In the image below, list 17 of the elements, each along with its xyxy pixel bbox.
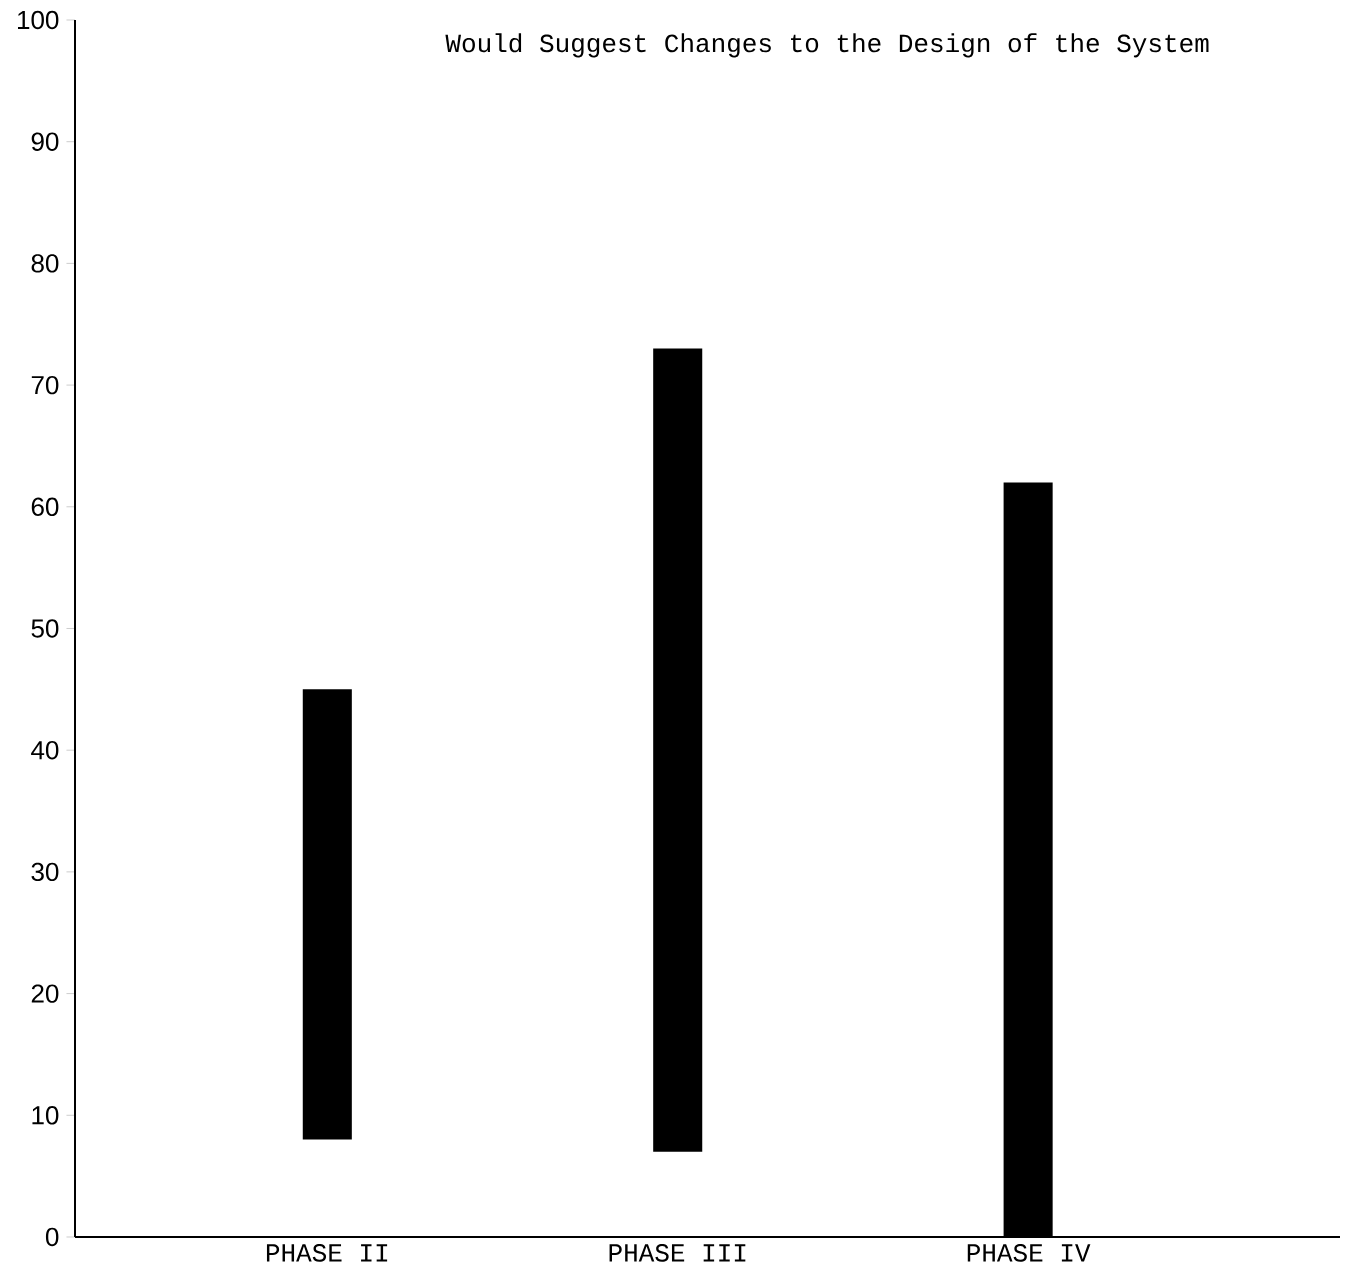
y-tick-label: 70 [31,375,59,395]
x-tick-label: PHASE IV [967,1244,1091,1262]
y-tick-label: 50 [31,619,59,638]
y-tick-label: 10 [32,1106,59,1125]
bar [653,348,703,1152]
y-tick-label: 60 [31,497,59,516]
y-tick-label: 100 [18,10,59,30]
y-tick-label: 20 [31,984,59,1003]
bar [302,689,352,1140]
x-tick-label: PHASE II [266,1244,388,1262]
y-tick-label: 40 [31,740,59,760]
y-tick-label: 80 [31,254,59,273]
y-tick-label: 0 [45,1227,59,1247]
chart-title: Would Suggest Changes to the Design of the System [445,33,1209,58]
y-tick-label: 90 [31,132,59,151]
x-tick-label: PHASE III [609,1244,746,1262]
y-tick-label: 30 [31,862,59,882]
